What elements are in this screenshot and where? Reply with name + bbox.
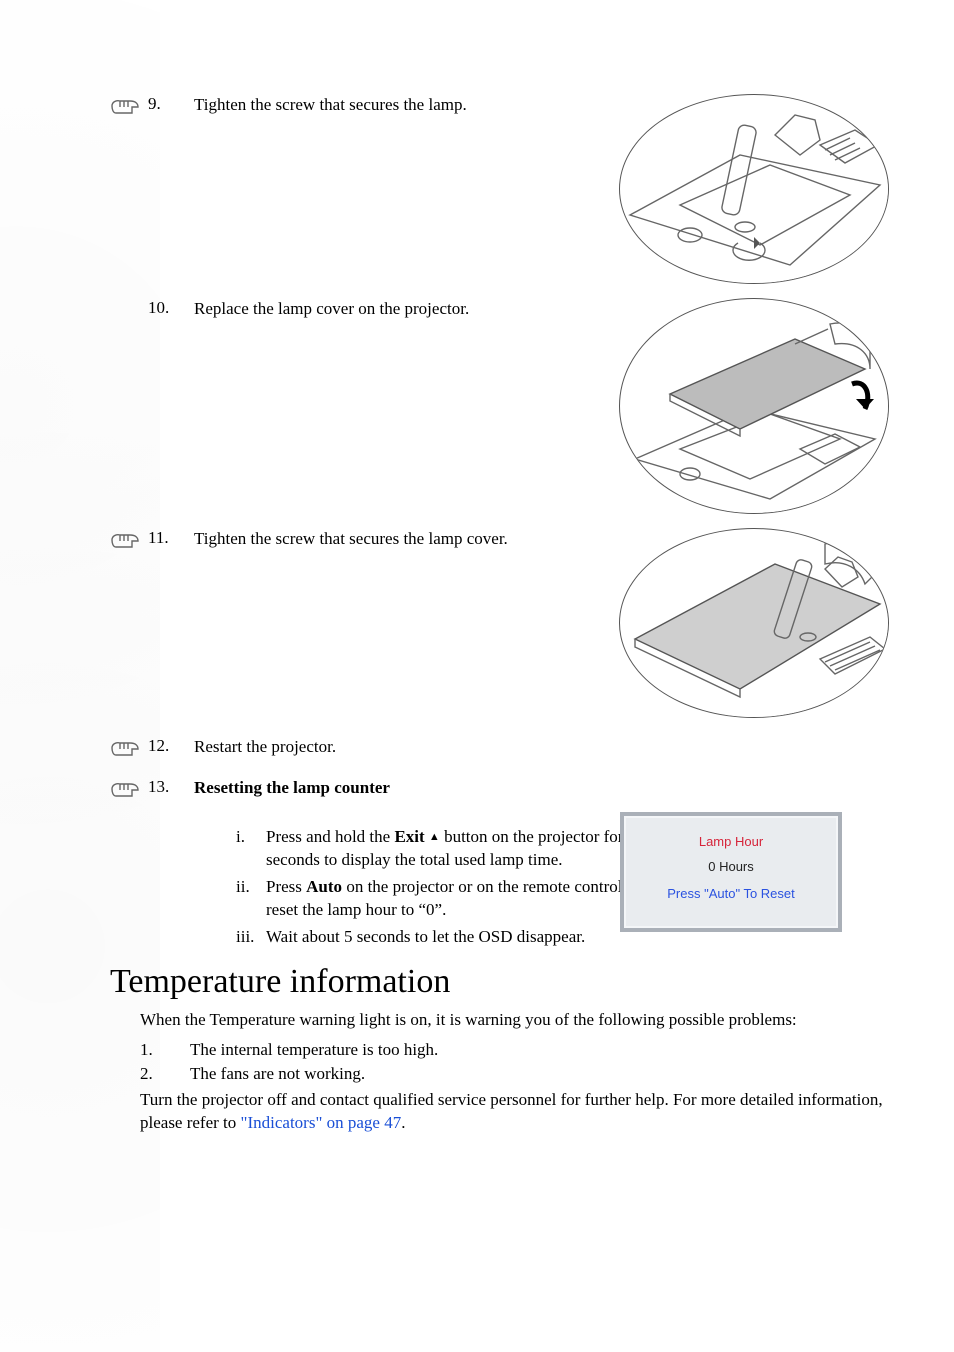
- step-text: Tighten the screw that secures the lamp.: [194, 94, 614, 117]
- list-text: The internal temperature is too high.: [190, 1038, 438, 1063]
- osd-reset-hint: Press "Auto" To Reset: [624, 886, 838, 901]
- hand-pointer-icon: [110, 530, 140, 550]
- temp-intro: When the Temperature warning light is on…: [140, 1009, 894, 1032]
- step-number: 12.: [144, 736, 194, 756]
- hand-pointer-icon: [110, 738, 140, 758]
- substep-roman: i.: [236, 826, 266, 872]
- step-bold-title: Resetting the lamp counter: [194, 778, 390, 797]
- illustration: [614, 94, 894, 284]
- temp-list-item: 1. The internal temperature is too high.: [140, 1038, 894, 1063]
- step-text: Restart the projector.: [194, 736, 614, 759]
- triangle-up-icon: ▲: [429, 830, 440, 845]
- osd-title: Lamp Hour: [624, 834, 838, 849]
- osd-dialog: Lamp Hour 0 Hours Press "Auto" To Reset: [620, 812, 842, 932]
- step-number: 10.: [144, 298, 194, 318]
- hand-pointer-icon: [110, 96, 140, 116]
- list-number: 1.: [140, 1038, 190, 1063]
- step-number: 13.: [144, 777, 194, 797]
- osd-hours: 0 Hours: [624, 859, 838, 874]
- section-heading: Temperature information: [110, 963, 894, 1001]
- list-text: The fans are not working.: [190, 1062, 365, 1087]
- temp-list-item: 2. The fans are not working.: [140, 1062, 894, 1087]
- cross-ref-link[interactable]: "Indicators" on page 47: [241, 1113, 402, 1132]
- step-row: 10. Replace the lamp cover on the projec…: [110, 298, 894, 520]
- step-row: 11. Tighten the screw that secures the l…: [110, 528, 894, 724]
- hand-pointer-icon: [110, 779, 140, 799]
- step-row: 12. Restart the projector.: [110, 736, 894, 759]
- temp-outro: Turn the projector off and contact quali…: [140, 1089, 894, 1135]
- list-number: 2.: [140, 1062, 190, 1087]
- step-row: 9. Tighten the screw that secures the la…: [110, 94, 894, 290]
- step-text: Tighten the screw that secures the lamp …: [194, 528, 614, 551]
- step-text: Replace the lamp cover on the projector.: [194, 298, 614, 321]
- illustration: [614, 298, 894, 514]
- substep-roman: ii.: [236, 876, 266, 922]
- step-number: 9.: [144, 94, 194, 114]
- step-number: 11.: [144, 528, 194, 548]
- substep-roman: iii.: [236, 926, 266, 949]
- illustration: [614, 528, 894, 718]
